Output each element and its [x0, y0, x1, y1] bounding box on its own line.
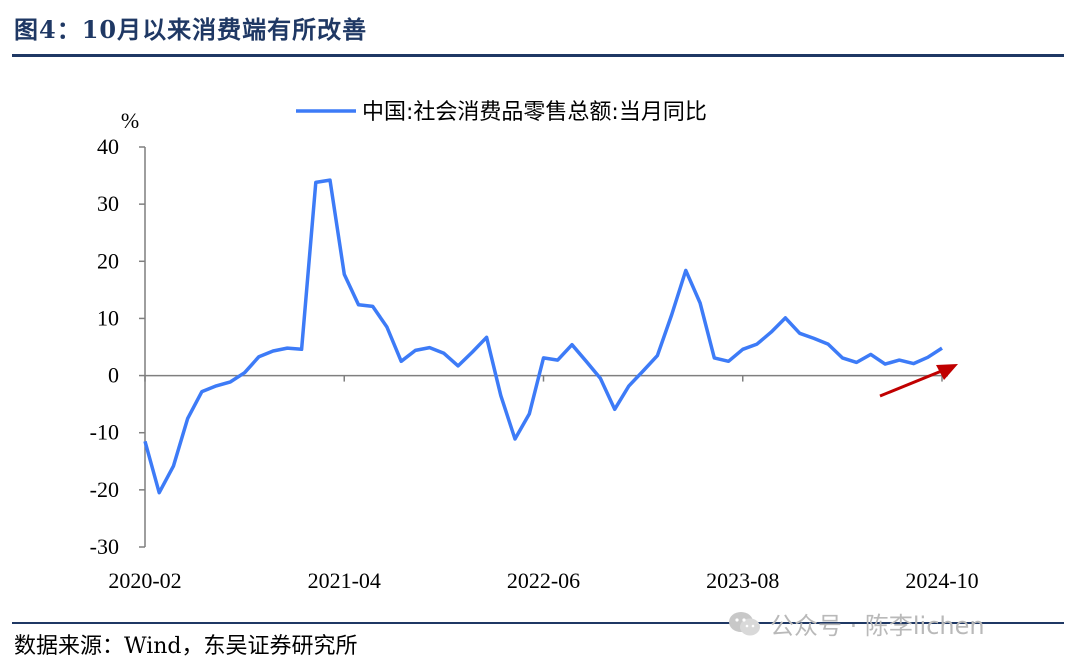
y-tick-label: 20 [97, 248, 119, 273]
x-tick-label: 2020-02 [108, 568, 181, 593]
series-line [143, 178, 943, 495]
trend-arrow-shaft [879, 368, 945, 398]
watermark: 公众号 · 陈李lichen [728, 606, 985, 641]
y-tick-label: -30 [90, 534, 119, 559]
wechat-icon [729, 611, 760, 635]
y-tick-label: 0 [108, 363, 119, 388]
y-axis-unit: % [121, 108, 139, 133]
x-tick-label: 2024-10 [905, 568, 978, 593]
top-rule [12, 54, 1064, 57]
y-tick-label: -20 [90, 477, 119, 502]
source-note: 数据来源：Wind，东吴证券研究所 [14, 634, 358, 659]
x-tick-label: 2021-04 [308, 568, 381, 593]
legend-label: 中国:社会消费品零售总额:当月同比 [362, 100, 707, 125]
bottom-rule [12, 622, 1064, 624]
figure-title: 图4：10月以来消费端有所改善 [14, 15, 368, 44]
y-tick-label: 10 [97, 305, 119, 330]
trend-arrow-head [936, 364, 958, 380]
line-chart: -30 -20 -10 0 10 20 30 40% 2020-02 2021-04 2022-06… [90, 100, 979, 593]
x-tick-label: 2022-06 [507, 568, 580, 593]
y-tick-label: 30 [97, 191, 119, 216]
y-tick-label: -10 [90, 420, 119, 445]
watermark-text: 公众号 · 陈李lichen [770, 612, 985, 640]
y-tick-label: 40 [97, 134, 119, 159]
x-tick-label: 2023-08 [706, 568, 779, 593]
